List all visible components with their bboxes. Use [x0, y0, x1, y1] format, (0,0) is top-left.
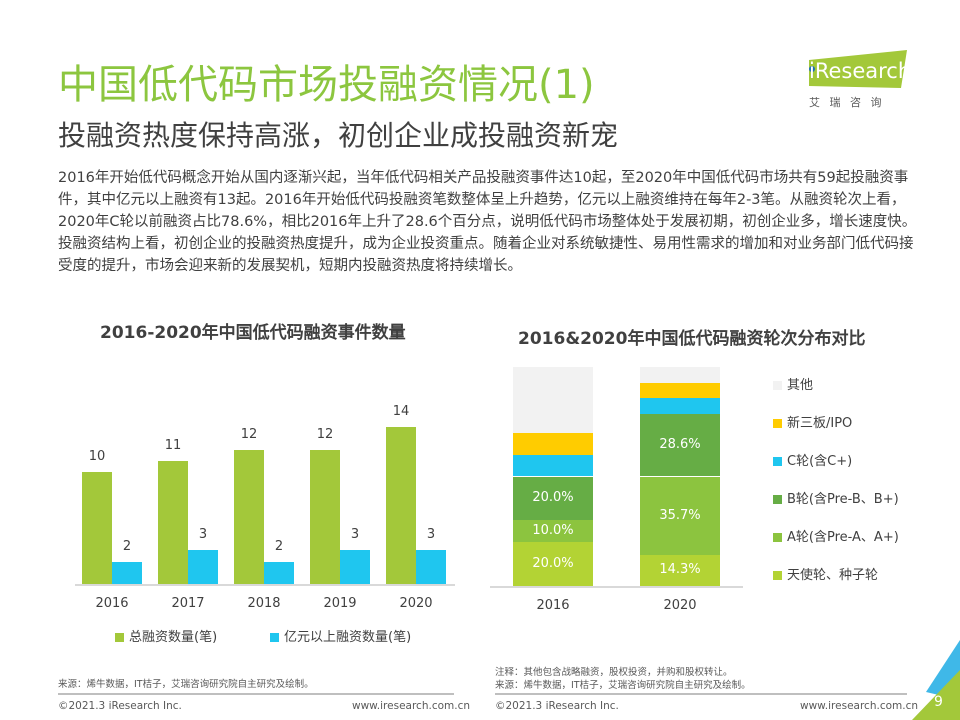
data-label: 3 — [350, 527, 360, 543]
segment-label: 10.0% — [532, 523, 574, 539]
legend-label: 新三板/IPO — [787, 416, 853, 431]
segment-label: 28.6% — [659, 437, 701, 453]
x-tick-label: 2019 — [323, 596, 357, 611]
bar-total-2017 — [158, 460, 188, 584]
bar-large-deals-2019 — [340, 550, 370, 584]
bar-large-deals-2016 — [112, 561, 142, 584]
stack-segment-2020 — [640, 413, 720, 477]
right-note: 注释：其他包含战略融资，股权投资，并购和股权转让。 — [495, 667, 733, 678]
stack-segment-2016 — [513, 520, 593, 543]
data-label: 3 — [198, 527, 208, 543]
legend-item: B轮(含Pre-B、B+) — [773, 488, 899, 507]
legend-swatch-icon — [773, 381, 782, 390]
legend-swatch-icon — [773, 419, 782, 428]
logo-cn: 艾 瑞 咨 询 — [809, 96, 885, 109]
stack-segment-2020 — [640, 367, 720, 383]
data-label: 12 — [240, 426, 258, 442]
stack-segment-2020 — [640, 476, 720, 555]
iresearch-logo: iResearch 艾 瑞 咨 询 — [795, 48, 915, 109]
x-tick-label: 2017 — [171, 596, 205, 611]
copyright-left: ©2021.3 iResearch Inc. — [58, 700, 182, 712]
x-tick-label: 2016 — [95, 596, 129, 611]
chart-event-count: 10 2 2016 11 3 2017 12 2 2018 12 3 2019 14 3 2020 总融资数量… — [0, 0, 480, 660]
x-axis — [490, 586, 743, 588]
legend-label: A轮(含Pre-A、A+) — [787, 530, 899, 545]
chart-round-distribution: 20.0% 10.0% 20.0% 2016 14.3% 35.7% 28.6% 2020 天使… — [490, 367, 899, 613]
page-title: 中国低代码市场投融资情况(1) — [58, 62, 595, 108]
legend-item: 亿元以上融资数量(笔) — [270, 626, 411, 645]
bar-total-2020 — [386, 427, 416, 584]
x-axis — [75, 584, 455, 586]
right-source: 来源：烯牛数据，IT桔子，艾瑞咨询研究院自主研究及绘制。 — [495, 680, 751, 691]
x-tick-label: 2020 — [663, 598, 697, 613]
x-tick-label: 2016 — [536, 598, 570, 613]
legend-item: 天使轮、种子轮 — [773, 564, 878, 583]
legend-item: A轮(含Pre-A、A+) — [773, 526, 899, 545]
bar-total-2018 — [234, 449, 264, 584]
page-number: 9 — [934, 694, 943, 710]
chart1-title: 2016-2020年中国低代码融资事件数量 — [100, 323, 406, 343]
x-tick-label: 2020 — [399, 596, 433, 611]
stack-segment-2020 — [640, 398, 720, 414]
left-source: 来源：烯牛数据，IT桔子，艾瑞咨询研究院自主研究及绘制。 — [58, 679, 314, 690]
data-label: 14 — [392, 404, 410, 420]
logo-brand: iResearch — [809, 59, 912, 83]
legend-item: C轮(含C+) — [773, 450, 852, 469]
legend-swatch-icon — [773, 495, 782, 504]
logo-banner-icon — [809, 50, 907, 88]
page-subtitle: 投融资热度保持高涨，初创企业成投融资新宠 — [58, 119, 619, 152]
chart2-title: 2016&2020年中国低代码融资轮次分布对比 — [518, 329, 866, 349]
bar-large-deals-2017 — [188, 550, 218, 584]
legend-label: 其他 — [787, 378, 814, 393]
legend-label: B轮(含Pre-B、B+) — [787, 492, 899, 507]
legend-label: C轮(含C+) — [787, 454, 853, 469]
bar-total-2019 — [310, 449, 340, 584]
data-label: 11 — [164, 437, 182, 453]
stack-segment-2020 — [640, 382, 720, 399]
segment-label: 20.0% — [532, 556, 574, 572]
bar-total-2016 — [82, 472, 112, 584]
segment-label: 20.0% — [532, 490, 574, 506]
legend-item: 新三板/IPO — [773, 412, 852, 431]
legend-label: 天使轮、种子轮 — [787, 568, 879, 583]
stack-segment-2016 — [513, 367, 593, 433]
legend-item: 其他 — [773, 374, 813, 393]
legend-label: 总融资数量(笔) — [129, 630, 218, 645]
legend-label: 亿元以上融资数量(笔) — [284, 630, 412, 645]
data-label: 10 — [88, 449, 106, 464]
divider-right — [495, 693, 907, 695]
legend-swatch-icon — [773, 457, 782, 466]
data-label: 2 — [122, 538, 132, 554]
legend-item: 总融资数量(笔) — [115, 626, 217, 645]
stack-segment-2020 — [640, 554, 720, 586]
legend-swatch-icon — [773, 571, 782, 580]
bar-large-deals-2020 — [416, 550, 446, 584]
stack-segment-2016 — [513, 432, 593, 455]
url-right: www.iresearch.com.cn — [800, 700, 919, 712]
bar-large-deals-2018 — [264, 561, 294, 584]
segment-label: 35.7% — [659, 507, 701, 523]
stack-segment-2016 — [513, 454, 593, 477]
data-label: 2 — [274, 538, 284, 554]
legend-swatch-icon — [115, 633, 124, 642]
copyright-right: ©2021.3 iResearch Inc. — [495, 700, 619, 712]
divider-left — [58, 693, 454, 695]
stack-segment-2016 — [513, 476, 593, 521]
corner-decoration-icon — [912, 640, 960, 720]
url-left: www.iresearch.com.cn — [352, 700, 471, 712]
legend-swatch-icon — [773, 533, 782, 542]
stack-segment-2016 — [513, 542, 593, 586]
data-label: 12 — [316, 426, 334, 442]
data-label: 3 — [426, 527, 436, 543]
body-text: 2016年开始低代码概念开始从国内逐渐兴起，当年低代码相关产品投融资事件达10起… — [58, 170, 917, 274]
x-tick-label: 2018 — [247, 596, 281, 611]
segment-label: 14.3% — [659, 562, 701, 578]
legend-swatch-icon — [270, 633, 279, 642]
